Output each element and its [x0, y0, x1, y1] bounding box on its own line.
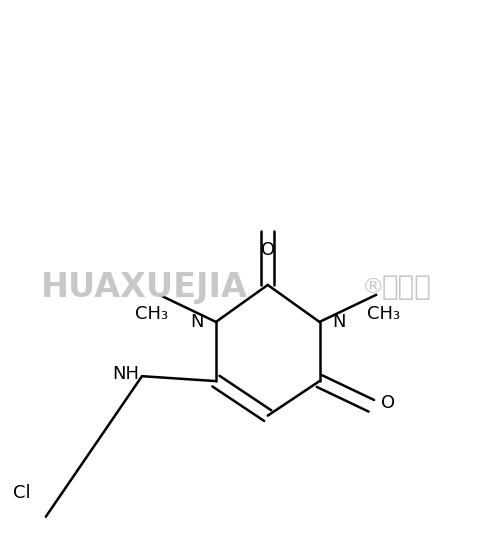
Text: Cl: Cl	[13, 484, 31, 502]
Text: NH: NH	[113, 365, 139, 382]
Text: 化学加: 化学加	[381, 273, 431, 301]
Text: ®: ®	[362, 277, 384, 297]
Text: O: O	[261, 241, 275, 259]
Text: CH₃: CH₃	[135, 305, 168, 323]
Text: N: N	[332, 313, 345, 331]
Text: N: N	[190, 313, 204, 331]
Text: CH₃: CH₃	[367, 305, 400, 323]
Text: O: O	[381, 394, 395, 412]
Text: HUAXUEJIA: HUAXUEJIA	[41, 271, 248, 304]
